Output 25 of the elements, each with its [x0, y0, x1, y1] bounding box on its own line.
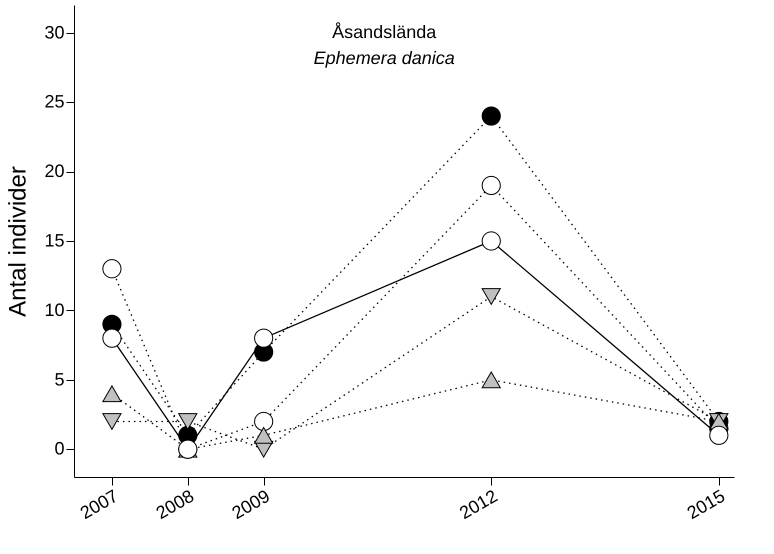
- point: [482, 371, 501, 388]
- y-tick-label: 30: [44, 22, 64, 42]
- y-tick-label: 10: [44, 300, 64, 320]
- point: [102, 413, 122, 430]
- y-tick-label: 0: [54, 438, 64, 459]
- y-axis-title: Antal individer: [4, 166, 32, 317]
- x-tick-label: 2015: [684, 486, 728, 524]
- text: Ephemera danica: [314, 48, 455, 68]
- y-tick-label: 15: [44, 230, 64, 250]
- x-tick-label: 2007: [76, 486, 122, 524]
- x-tick-label: 2009: [228, 486, 274, 524]
- point: [482, 288, 501, 305]
- text: Åsandslända: [332, 22, 438, 42]
- point: [102, 385, 122, 402]
- point: [254, 328, 274, 348]
- y-tick-label: 20: [44, 161, 64, 182]
- x-tick-label: 2012: [456, 486, 501, 524]
- point: [254, 426, 274, 444]
- point: [102, 328, 122, 348]
- y-tick-label: 5: [54, 369, 64, 390]
- x-tick-label: 2008: [152, 486, 198, 524]
- point: [709, 426, 728, 445]
- point: [482, 106, 501, 126]
- y-tick-label: 25: [44, 92, 64, 112]
- point: [178, 413, 198, 430]
